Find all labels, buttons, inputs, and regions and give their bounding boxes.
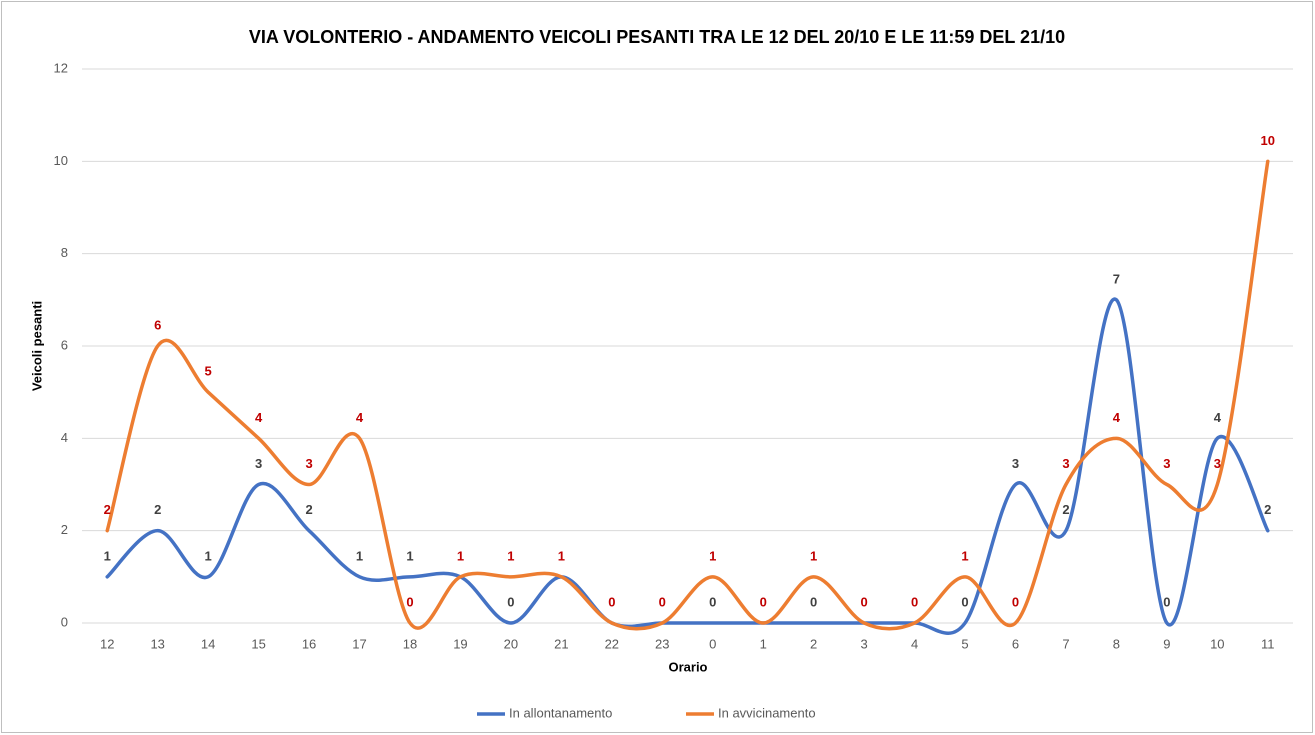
data-label: 1 [104, 548, 111, 563]
y-tick-label: 12 [54, 60, 68, 75]
x-tick-label: 6 [1012, 636, 1019, 651]
data-label: 1 [406, 548, 413, 563]
data-label: 1 [205, 548, 212, 563]
y-tick-label: 6 [61, 337, 68, 352]
data-label: 2 [1062, 502, 1069, 517]
x-tick-label: 11 [1261, 636, 1275, 651]
y-tick-label: 0 [61, 614, 68, 629]
x-tick-label: 13 [150, 636, 164, 651]
x-tick-label: 22 [605, 636, 619, 651]
x-tick-label: 19 [453, 636, 467, 651]
data-label: 0 [1012, 594, 1019, 609]
data-label: 4 [1113, 410, 1121, 425]
data-label: 3 [1062, 456, 1069, 471]
data-label: 0 [507, 594, 514, 609]
x-tick-label: 3 [860, 636, 867, 651]
data-label: 0 [860, 594, 867, 609]
series-line [105, 159, 1270, 631]
data-label: 1 [810, 548, 817, 563]
data-label: 3 [1012, 456, 1019, 471]
data-label: 4 [1214, 410, 1222, 425]
x-tick-label: 16 [302, 636, 316, 651]
x-tick-label: 12 [100, 636, 114, 651]
x-tick-label: 4 [911, 636, 918, 651]
data-label: 10 [1261, 133, 1275, 148]
x-tick-label: 20 [504, 636, 518, 651]
x-tick-label: 17 [352, 636, 366, 651]
y-axis-label: Veicoli pesanti [29, 301, 44, 391]
y-tick-label: 8 [61, 245, 68, 260]
data-label: 3 [1163, 456, 1170, 471]
data-label: 0 [608, 594, 615, 609]
data-label: 1 [709, 548, 716, 563]
x-tick-label: 5 [961, 636, 968, 651]
data-label: 1 [507, 548, 514, 563]
chart-title: VIA VOLONTERIO - ANDAMENTO VEICOLI PESAN… [249, 27, 1065, 47]
y-tick-label: 4 [61, 430, 68, 445]
data-label: 0 [406, 594, 413, 609]
data-label: 5 [205, 364, 212, 379]
y-tick-label: 2 [61, 522, 68, 537]
x-tick-label: 10 [1210, 636, 1224, 651]
data-label: 1 [961, 548, 968, 563]
x-tick-label: 14 [201, 636, 215, 651]
x-tick-label: 18 [403, 636, 417, 651]
data-label: 0 [760, 594, 767, 609]
legend-label: In avvicinamento [718, 705, 816, 720]
legend-label: In allontanamento [509, 705, 612, 720]
data-label: 3 [305, 456, 312, 471]
data-label: 1 [558, 548, 565, 563]
data-label: 6 [154, 317, 161, 332]
data-label: 3 [1214, 456, 1221, 471]
data-label: 7 [1113, 271, 1120, 286]
data-label: 0 [659, 594, 666, 609]
data-label: 2 [154, 502, 161, 517]
data-label: 0 [810, 594, 817, 609]
x-tick-label: 1 [760, 636, 767, 651]
x-tick-label: 23 [655, 636, 669, 651]
data-label: 4 [255, 410, 263, 425]
x-tick-label: 2 [810, 636, 817, 651]
data-label: 4 [356, 410, 364, 425]
data-label: 2 [305, 502, 312, 517]
data-label: 0 [961, 594, 968, 609]
x-tick-label: 7 [1062, 636, 1069, 651]
data-label: 0 [709, 594, 716, 609]
data-label: 0 [1163, 594, 1170, 609]
data-label: 3 [255, 456, 262, 471]
data-label: 0 [911, 594, 918, 609]
data-label: 1 [457, 548, 464, 563]
data-label: 2 [1264, 502, 1271, 517]
x-tick-label: 0 [709, 636, 716, 651]
data-label: 1 [356, 548, 363, 563]
data-label: 2 [104, 502, 111, 517]
x-tick-label: 9 [1163, 636, 1170, 651]
y-tick-label: 10 [54, 153, 68, 168]
x-tick-label: 15 [251, 636, 265, 651]
x-tick-label: 8 [1113, 636, 1120, 651]
x-axis-label: Orario [668, 659, 707, 674]
x-tick-label: 21 [554, 636, 568, 651]
